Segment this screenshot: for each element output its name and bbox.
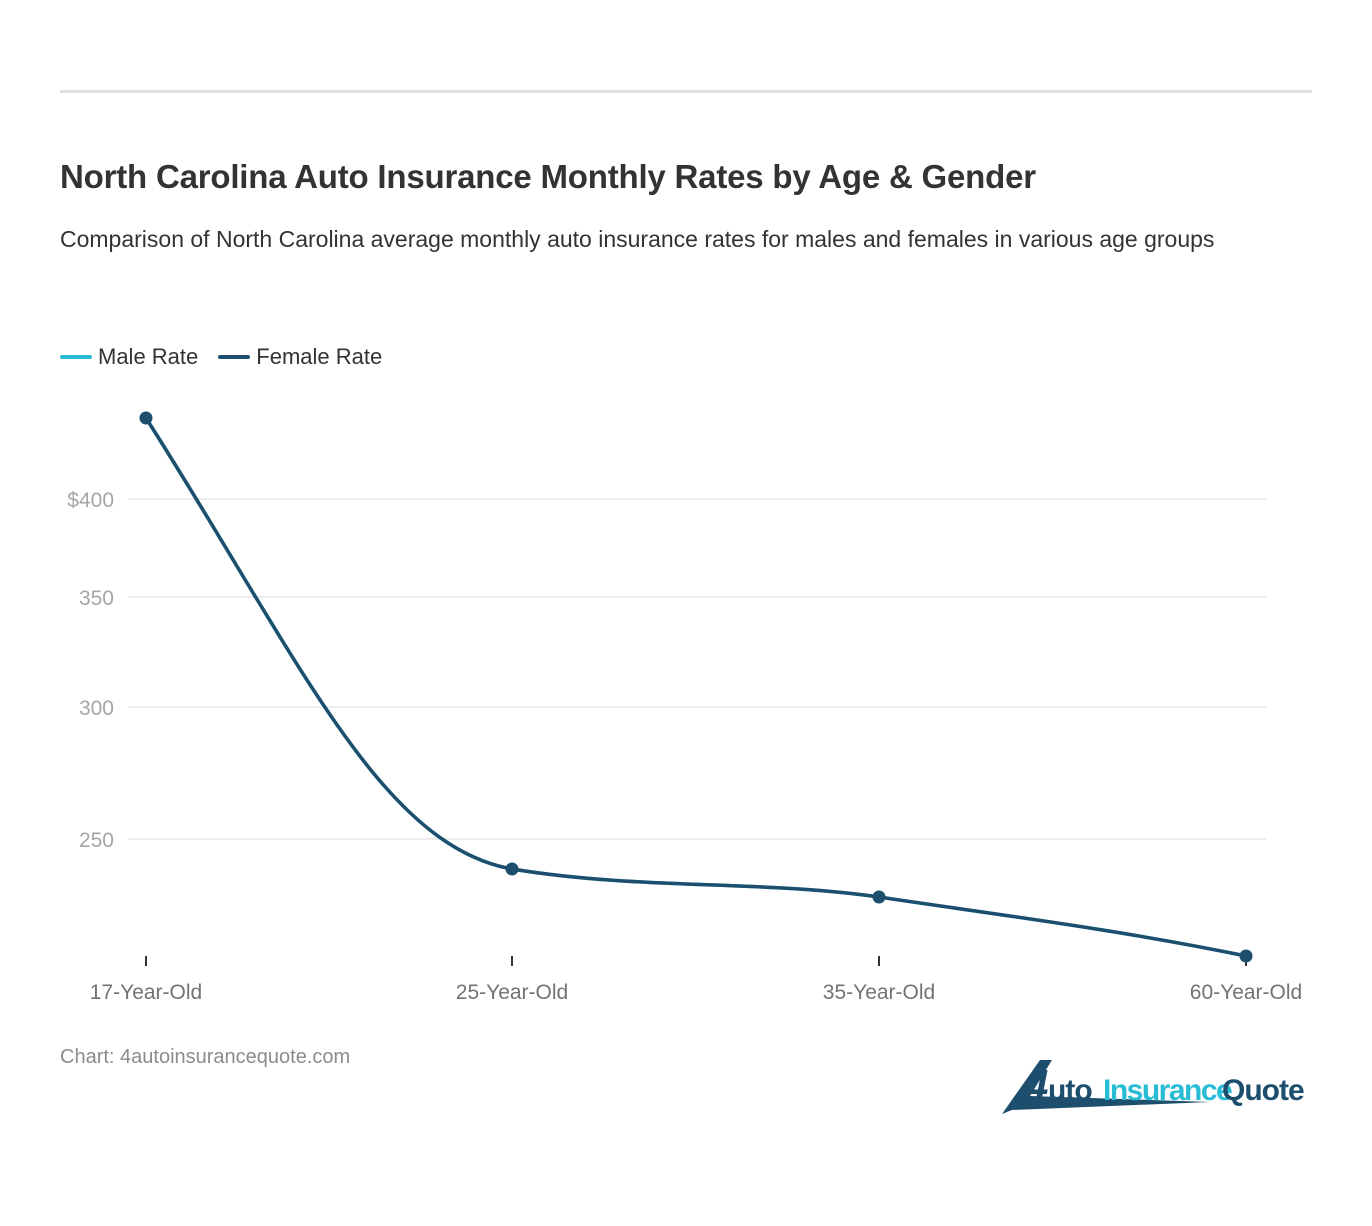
chart-source: Chart: 4autoinsurancequote.com	[60, 1046, 351, 1068]
svg-text:4: 4	[1023, 1061, 1048, 1110]
data-point[interactable]	[1239, 949, 1253, 963]
autoinsurancequote-logo-icon: 4 uto Insurance Quote	[1002, 1060, 1305, 1114]
x-tick-label: 17-Year-Old	[90, 981, 202, 1004]
data-point[interactable]	[505, 862, 519, 876]
chart-subtitle: Comparison of North Carolina average mon…	[60, 226, 1215, 252]
chart-legend: Male Rate Female Rate	[60, 344, 402, 370]
legend-item-female-rate[interactable]: Female Rate	[218, 344, 382, 370]
gridlines	[128, 498, 1266, 840]
y-axis: $400 350 300 250	[67, 489, 114, 852]
x-tick-label: 60-Year-Old	[1190, 981, 1302, 1004]
legend-item-male-rate[interactable]: Male Rate	[60, 344, 198, 370]
top-divider	[60, 90, 1312, 93]
svg-text:uto: uto	[1048, 1074, 1092, 1107]
female-rate-swatch-icon	[218, 355, 251, 359]
x-tick-label: 35-Year-Old	[823, 981, 935, 1004]
svg-text:Quote: Quote	[1222, 1074, 1304, 1107]
svg-text:Insurance: Insurance	[1103, 1074, 1232, 1107]
chart-title: North Carolina Auto Insurance Monthly Ra…	[60, 158, 1036, 195]
data-point[interactable]	[872, 890, 886, 904]
series-female-rate	[139, 411, 1253, 963]
y-tick-label: 250	[79, 829, 114, 852]
y-tick-label: $400	[67, 489, 114, 512]
x-tick-label: 25-Year-Old	[456, 981, 568, 1004]
x-axis: 17-Year-Old 25-Year-Old 35-Year-Old 60-Y…	[90, 956, 1302, 1004]
y-tick-label: 350	[79, 587, 114, 610]
legend-label: Female Rate	[256, 344, 383, 369]
y-tick-label: 300	[79, 697, 114, 720]
male-rate-swatch-icon	[60, 355, 92, 359]
legend-label: Male Rate	[98, 344, 199, 369]
data-point[interactable]	[139, 411, 153, 425]
